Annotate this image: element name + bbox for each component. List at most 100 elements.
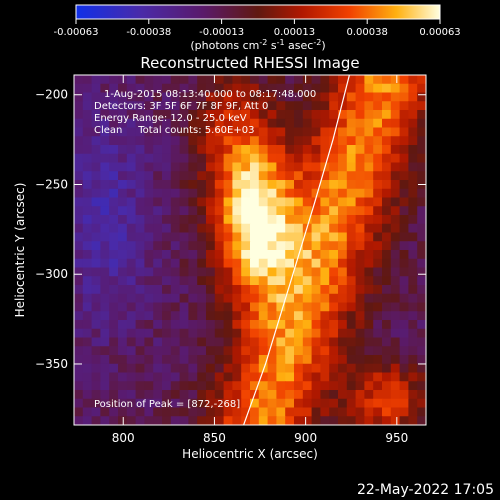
heatmap-cell [408, 381, 418, 391]
heatmap-cell [100, 267, 110, 277]
heatmap-cell [417, 355, 426, 365]
heatmap-cell [285, 398, 295, 409]
heatmap-cell [399, 101, 409, 111]
heatmap-cell [241, 390, 251, 400]
heatmap-cell [223, 372, 233, 382]
heatmap-cell [100, 180, 110, 190]
heatmap-cell [329, 346, 339, 356]
heatmap-cell [311, 197, 321, 207]
heatmap-cell [408, 153, 418, 164]
heatmap-cell [232, 223, 242, 234]
heatmap-cell [188, 75, 198, 85]
heatmap-cell [206, 407, 216, 417]
heatmap-cell [399, 355, 409, 365]
heatmap-cell [346, 407, 357, 417]
heatmap-cell [276, 250, 286, 260]
heatmap-cell [74, 285, 84, 295]
heatmap-cell [355, 276, 365, 286]
heatmap-cell [285, 285, 295, 295]
heatmap-cell [74, 363, 84, 374]
heatmap-cell [250, 416, 260, 425]
heatmap-cell [408, 267, 418, 277]
heatmap-cell [285, 145, 295, 155]
heatmap-cell [232, 162, 242, 172]
heatmap-cell [100, 215, 110, 225]
heatmap-cell [417, 346, 426, 356]
y-tick-label: −250 [35, 177, 68, 191]
heatmap-cell [232, 127, 242, 137]
heatmap-cell [135, 180, 145, 190]
heatmap-cell [250, 232, 260, 242]
heatmap-cell [214, 363, 225, 374]
heatmap-cell [118, 171, 128, 181]
heatmap-cell [206, 145, 216, 155]
heatmap-cell [399, 320, 409, 330]
heatmap-cell [311, 215, 321, 225]
heatmap-cell [408, 145, 418, 155]
heatmap-cell [373, 416, 383, 425]
heatmap-cell [382, 416, 392, 425]
heatmap-cell [232, 398, 242, 409]
heatmap-cell [126, 346, 137, 356]
heatmap-cell [382, 83, 392, 94]
heatmap-cell [118, 223, 128, 234]
heatmap-cell [109, 92, 119, 102]
heatmap-cell [382, 153, 392, 164]
heatmap-cell [197, 285, 207, 295]
heatmap-cell [170, 346, 181, 356]
heatmap-cell [100, 250, 110, 260]
heatmap-cell [223, 118, 233, 129]
heatmap-cell [162, 390, 172, 400]
heatmap-cell [408, 180, 418, 190]
heatmap-cell [126, 372, 137, 382]
heatmap-cell [399, 250, 409, 260]
heatmap-cell [320, 346, 330, 356]
heatmap-cell [162, 311, 172, 321]
heatmap-cell [91, 180, 101, 190]
heatmap-cell [241, 346, 251, 356]
heatmap-cell [118, 363, 128, 374]
heatmap-cell [250, 372, 260, 382]
heatmap-cell [311, 355, 321, 365]
heatmap-cell [135, 250, 145, 260]
heatmap-cell [241, 363, 251, 374]
heatmap-cell [338, 328, 348, 339]
heatmap-cell [364, 136, 374, 146]
heatmap-cell [399, 127, 409, 137]
heatmap-cell [311, 92, 321, 102]
heatmap-cell [417, 311, 426, 321]
heatmap-cell [390, 171, 401, 181]
heatmap-cell [258, 285, 269, 295]
heatmap-cell [91, 101, 101, 111]
heatmap-cell [346, 145, 357, 155]
heatmap-cell [214, 92, 225, 102]
heatmap-cell [153, 241, 163, 251]
heatmap-cell [258, 171, 269, 181]
heatmap-cell [135, 381, 145, 391]
heatmap-cell [188, 302, 198, 312]
heatmap-cell [408, 320, 418, 330]
heatmap-cell [223, 75, 233, 85]
heatmap-cell [276, 267, 286, 277]
heatmap-cell [170, 110, 181, 120]
heatmap-cell [135, 258, 145, 269]
heatmap-cell [417, 390, 426, 400]
heatmap-cell [294, 215, 304, 225]
heatmap-cell [91, 153, 101, 164]
heatmap-cell [188, 110, 198, 120]
heatmap-cell [258, 276, 269, 286]
heatmap-cell [144, 407, 154, 417]
heatmap-cell [399, 206, 409, 216]
heatmap-cell [144, 206, 154, 216]
y-axis-label: Heliocentric Y (arcsec) [13, 183, 27, 318]
heatmap-cell [338, 302, 348, 312]
heatmap-cell [197, 390, 207, 400]
heatmap-cell [399, 136, 409, 146]
heatmap-cell [118, 337, 128, 347]
heatmap-cell [153, 407, 163, 417]
heatmap-cell [188, 276, 198, 286]
heatmap-cell [100, 162, 110, 172]
heatmap-cell [82, 355, 93, 365]
heatmap-cell [153, 390, 163, 400]
